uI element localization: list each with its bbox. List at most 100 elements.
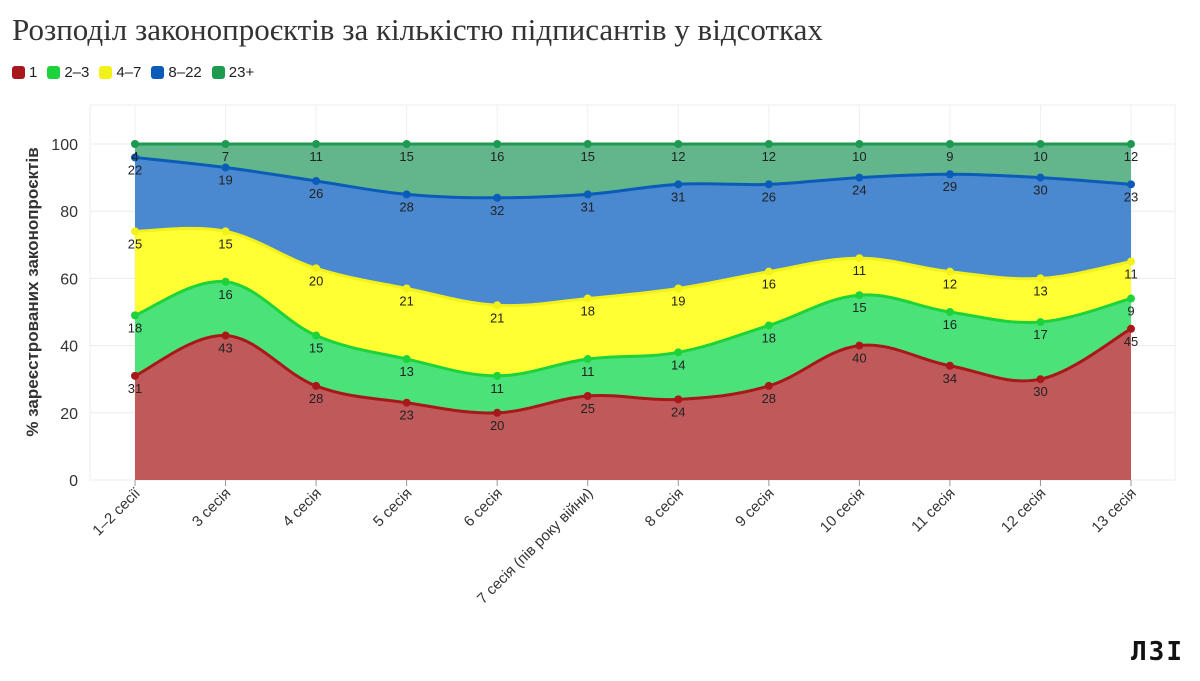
data-point: [1127, 140, 1135, 148]
data-label: 15: [852, 300, 866, 315]
data-label: 12: [671, 149, 685, 164]
data-point: [312, 140, 321, 148]
data-label: 30: [1033, 183, 1047, 198]
data-point: [221, 140, 230, 148]
legend-label: 8–22: [168, 64, 202, 81]
data-point: [493, 301, 502, 310]
data-label: 16: [762, 277, 776, 292]
data-label: 45: [1124, 334, 1138, 349]
y-tick-label: 40: [60, 339, 78, 356]
x-tick-label: 12 сесія: [998, 485, 1049, 536]
data-point: [583, 294, 592, 303]
x-tick-label: 6 сесія: [461, 485, 506, 530]
data-label: 11: [853, 263, 867, 278]
data-label: 21: [490, 310, 504, 325]
data-point: [583, 190, 592, 199]
logo: ЛЗІ: [1131, 637, 1184, 667]
area-1: [135, 328, 1131, 480]
y-tick-label: 80: [60, 204, 78, 221]
data-label: 22: [128, 162, 142, 177]
data-label: 24: [852, 183, 866, 198]
y-tick-label: 100: [51, 137, 78, 154]
data-label: 11: [490, 381, 504, 396]
data-label: 12: [762, 149, 776, 164]
data-label: 9: [946, 149, 953, 164]
area-23+: [135, 144, 1131, 198]
data-point: [945, 361, 954, 370]
data-label: 23: [1124, 189, 1138, 204]
data-point: [221, 163, 230, 172]
data-label: 31: [671, 189, 685, 204]
data-point: [764, 180, 773, 189]
series-line-2–3: [134, 280, 1132, 378]
points: [131, 140, 1135, 417]
x-tick-label: 8 сесія: [642, 485, 687, 530]
data-point: [855, 173, 864, 182]
data-point: [131, 371, 139, 380]
data-point: [1036, 140, 1045, 148]
data-point: [945, 267, 954, 276]
data-point: [131, 227, 139, 236]
y-axis-label: % зареєстрованих законопроєктів: [23, 147, 42, 436]
data-point: [131, 311, 139, 320]
data-point: [1127, 324, 1135, 333]
x-tick-label: 4 сесія: [279, 485, 324, 530]
data-label: 17: [1033, 327, 1047, 342]
data-label: 11: [309, 149, 323, 164]
data-label: 16: [490, 149, 504, 164]
data-point: [674, 395, 683, 404]
data-label: 40: [852, 351, 866, 366]
data-point: [583, 355, 592, 364]
legend-swatch: [99, 66, 113, 79]
x-tick-label: 3 сесія: [189, 485, 234, 530]
legend-label: 4–7: [116, 64, 142, 81]
data-label: 14: [671, 357, 685, 372]
data-label: 30: [1033, 384, 1047, 399]
data-label: 26: [309, 186, 323, 201]
legend-item[interactable]: 4–7: [99, 64, 141, 81]
data-label: 20: [309, 273, 323, 288]
data-label: 10: [852, 149, 866, 164]
data-label: 26: [762, 189, 776, 204]
data-label: 31: [128, 381, 142, 396]
data-label: 25: [128, 236, 142, 251]
data-point: [855, 140, 864, 148]
data-point: [764, 140, 773, 148]
data-label: 13: [1033, 283, 1047, 298]
data-labels: 31 43 28 23 20 25 24 28 40 34 30 45 18 16 15 13 11 11 14 18…: [128, 149, 1138, 433]
legend-label: 1: [29, 64, 38, 81]
data-label: 43: [218, 341, 232, 356]
data-label: 4: [131, 149, 138, 164]
legend-item[interactable]: 2–3: [47, 64, 89, 81]
data-point: [945, 308, 954, 316]
data-point: [1036, 173, 1045, 182]
data-point: [493, 408, 502, 417]
y-tick-label: 60: [60, 271, 78, 288]
data-point: [131, 140, 139, 148]
data-point: [1127, 294, 1135, 303]
data-label: 32: [490, 203, 504, 218]
data-point: [131, 153, 139, 162]
data-label: 16: [943, 317, 957, 332]
area-8–22: [135, 157, 1131, 306]
data-point: [855, 341, 864, 350]
x-tick-label: 1–2 сесії: [89, 484, 144, 539]
legend-label: 23+: [228, 64, 255, 81]
data-label: 11: [581, 364, 595, 379]
legend-swatch: [151, 66, 165, 79]
data-point: [583, 140, 592, 148]
data-point: [855, 254, 864, 263]
data-point: [221, 331, 230, 340]
data-label: 31: [580, 199, 594, 214]
data-point: [1036, 318, 1045, 327]
legend-item[interactable]: 23+: [211, 64, 255, 81]
data-label: 19: [218, 173, 232, 188]
data-label: 34: [943, 371, 957, 386]
legend-label: 2–3: [64, 64, 90, 81]
data-point: [945, 140, 954, 148]
data-label: 12: [943, 277, 957, 292]
data-label: 20: [490, 418, 504, 433]
chart-title: Розподіл законопроєктів за кількістю під…: [12, 12, 823, 47]
legend-item[interactable]: 1: [12, 64, 37, 81]
legend-item[interactable]: 8–22: [151, 64, 202, 81]
